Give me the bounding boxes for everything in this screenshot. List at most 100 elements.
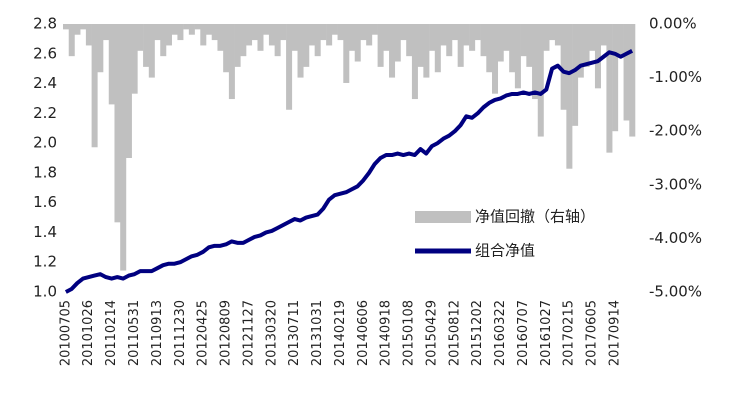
- drawdown-bar: [303, 24, 310, 67]
- drawdown-bar: [371, 24, 378, 35]
- drawdown-bar: [194, 24, 201, 30]
- drawdown-bar: [143, 24, 150, 67]
- drawdown-bar: [308, 24, 315, 46]
- drawdown-bar: [177, 24, 184, 41]
- drawdown-bar: [274, 24, 281, 57]
- drawdown-bar: [526, 24, 533, 67]
- drawdown-bar: [160, 24, 167, 57]
- drawdown-bar: [268, 24, 275, 46]
- drawdown-bar: [486, 24, 493, 73]
- drawdown-bar: [228, 24, 235, 100]
- x-tick-label: 20111230: [173, 300, 188, 366]
- drawdown-bar: [572, 24, 579, 126]
- drawdown-bar: [411, 24, 418, 100]
- drawdown-bar: [314, 24, 321, 57]
- x-tick-label: 20160707: [516, 300, 531, 366]
- drawdown-bar: [251, 24, 258, 41]
- drawdown-bar: [577, 24, 584, 78]
- drawdown-bar: [463, 24, 470, 46]
- y-tick-label: 2.2: [33, 104, 57, 122]
- x-tick-label: 20140219: [333, 300, 348, 366]
- y-tick-label: 1.4: [33, 223, 57, 241]
- drawdown-bar: [108, 24, 115, 105]
- x-tick-label: 20120809: [219, 300, 234, 366]
- x-tick-label: 20120425: [196, 300, 211, 366]
- drawdown-bar: [211, 24, 218, 41]
- drawdown-bar: [74, 24, 81, 35]
- drawdown-bar: [606, 24, 613, 153]
- drawdown-bar: [360, 24, 367, 41]
- drawdown-bar: [217, 24, 224, 51]
- drawdown-bar: [331, 24, 338, 35]
- drawdown-bar: [68, 24, 75, 57]
- x-tick-label: 20131031: [310, 300, 325, 366]
- drawdown-bar: [246, 24, 253, 46]
- drawdown-bar: [406, 24, 413, 57]
- drawdown-bar: [554, 24, 561, 46]
- drawdown-bar: [469, 24, 476, 51]
- x-tick-label: 20151202: [470, 300, 485, 366]
- x-tick-label: 20101026: [81, 300, 96, 366]
- drawdown-bar: [520, 24, 527, 57]
- drawdown-bar: [423, 24, 430, 78]
- y-tick-label: 1.2: [33, 253, 57, 271]
- drawdown-bar: [400, 24, 407, 41]
- drawdown-bar: [263, 24, 270, 35]
- drawdown-bar: [629, 24, 636, 137]
- drawdown-bar: [497, 24, 504, 62]
- drawdown-bar: [509, 24, 516, 73]
- x-tick-label: 20130711: [287, 300, 302, 366]
- drawdown-bar: [354, 24, 361, 62]
- x-tick-label: 20140606: [356, 300, 371, 366]
- x-tick-label: 20150108: [402, 300, 417, 366]
- drawdown-bar: [337, 24, 344, 41]
- drawdown-bar: [446, 24, 453, 57]
- y-tick-label: 2.8: [33, 15, 57, 33]
- drawdown-bar: [537, 24, 544, 137]
- drawdown-bar: [566, 24, 573, 169]
- drawdown-bar: [440, 24, 447, 46]
- drawdown-bar: [280, 24, 287, 41]
- legend-label: 净值回撤（右轴）: [475, 208, 595, 226]
- drawdown-bar: [377, 24, 384, 67]
- drawdown-bar: [594, 24, 601, 89]
- drawdown-bar: [617, 24, 624, 57]
- drawdown-bar: [97, 24, 104, 73]
- drawdown-bar: [457, 24, 464, 67]
- x-tick-label: 20121127: [241, 300, 256, 366]
- x-tick-label: 20170914: [607, 300, 622, 366]
- drawdown-bar: [514, 24, 521, 89]
- x-tick-label: 20160322: [493, 300, 508, 366]
- drawdown-bar: [206, 24, 213, 35]
- drawdown-bar: [366, 24, 373, 46]
- x-tick-label: 20110913: [150, 300, 165, 366]
- drawdown-bar: [343, 24, 350, 83]
- drawdown-bar: [383, 24, 390, 51]
- drawdown-bar: [297, 24, 304, 78]
- drawdown-bar: [474, 24, 481, 41]
- x-tick-label: 20100705: [58, 300, 73, 366]
- x-tick-label: 20150812: [447, 300, 462, 366]
- x-tick-label: 20170605: [585, 300, 600, 366]
- drawdown-bar: [623, 24, 630, 121]
- drawdown-bar: [612, 24, 619, 132]
- drawdown-bar: [532, 24, 539, 100]
- x-tick-label: 20110531: [127, 300, 142, 366]
- x-tick-label: 20161027: [539, 300, 554, 366]
- x-tick-label: 20140918: [379, 300, 394, 366]
- drawdown-bar: [200, 24, 207, 46]
- y2-tick-label: -3.00%: [649, 175, 702, 193]
- x-tick-label: 20110214: [104, 300, 119, 366]
- drawdown-bar: [286, 24, 293, 110]
- drawdown-bar: [429, 24, 436, 51]
- drawdown-bar: [480, 24, 487, 57]
- x-tick-label: 20150429: [424, 300, 439, 366]
- drawdown-bar: [165, 24, 172, 46]
- y2-tick-label: -2.00%: [649, 122, 702, 140]
- drawdown-bar: [120, 24, 127, 271]
- x-tick-label: 20130320: [264, 300, 279, 366]
- drawdown-bar: [114, 24, 121, 223]
- drawdown-bar: [103, 24, 110, 41]
- legend-label: 组合净值: [475, 242, 535, 260]
- x-tick-label: 20170215: [562, 300, 577, 366]
